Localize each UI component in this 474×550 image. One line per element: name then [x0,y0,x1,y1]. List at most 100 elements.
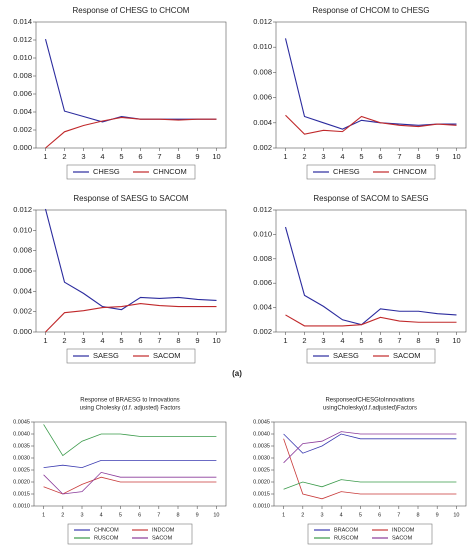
legend-label: CHESG [333,167,360,176]
x-tick-label: 6 [138,336,142,345]
series-line [283,433,457,454]
series-line [283,438,457,500]
x-tick-label: 3 [321,152,325,161]
x-tick-label: 2 [302,152,306,161]
legend-label: RUSCOM [94,535,119,541]
series-line [43,476,217,495]
legend-label: INDCOM [152,527,175,533]
x-tick-label: 7 [157,512,160,518]
plot-frame [275,21,467,149]
caption: (a) [232,369,242,378]
legend-label: SACOM [153,351,181,360]
legend-label: CHESG [93,167,120,176]
legend-label: SACOM [392,535,413,541]
x-tick-label: 7 [397,512,400,518]
y-tick-label: 0.002 [13,307,32,316]
plot-frame [35,21,227,149]
x-tick-label: 5 [119,512,122,518]
x-tick-label: 1 [283,336,287,345]
chart-title: ResponseofCHESGtoInnovations [325,398,414,404]
x-tick-label: 6 [378,152,382,161]
y-tick-label: 0.0035 [253,443,270,449]
y-tick-label: 0.006 [13,89,32,98]
plot-frame [33,421,227,507]
y-tick-label: 0.0030 [13,455,30,461]
x-tick-label: 3 [81,336,85,345]
x-tick-label: 3 [320,512,323,518]
series-line [44,208,217,311]
x-tick-label: 3 [80,512,83,518]
x-tick-label: 2 [62,336,66,345]
series-line [43,424,217,457]
x-tick-label: 9 [196,512,199,518]
y-tick-label: 0.008 [13,246,32,255]
y-tick-label: 0.010 [253,42,272,51]
y-tick-label: 0.002 [253,143,272,152]
series-line [284,226,457,326]
legend-label: RUSCOM [334,535,359,541]
y-tick-label: 0.010 [13,53,32,62]
x-tick-label: 9 [435,336,439,345]
x-tick-label: 9 [436,512,439,518]
y-tick-label: 0.0030 [253,455,270,461]
legend-box [306,348,436,364]
chart: Response of BRAESG to Innovations using C… [13,398,227,545]
x-tick-label: 7 [397,152,401,161]
y-tick-label: 0.0025 [13,467,30,473]
series-line [285,114,457,135]
y-tick-label: 0.004 [13,286,32,295]
x-tick-label: 8 [416,512,419,518]
chart-title: Response of SAESG to SACOM [73,194,188,203]
x-tick-label: 6 [138,512,141,518]
y-tick-label: 0.0045 [253,419,270,425]
y-tick-label: 0.0015 [13,491,30,497]
chart: ResponseofCHESGtoInnovations usingCholesk… [253,398,467,545]
legend-box [66,164,196,180]
legend-box [307,523,433,545]
chart-title: Response of SACOM to SAESG [313,194,428,203]
x-tick-label: 8 [416,336,420,345]
x-tick-label: 2 [302,336,306,345]
y-tick-label: 0.006 [253,93,272,102]
series-line [43,460,217,469]
y-tick-label: 0.002 [253,327,272,336]
plot-frame [35,209,227,333]
x-tick-label: 7 [157,336,161,345]
x-tick-label: 1 [282,512,285,518]
y-tick-label: 0.004 [253,303,272,312]
y-tick-label: 0.008 [253,67,272,76]
y-tick-label: 0.000 [13,143,32,152]
x-tick-label: 6 [138,152,142,161]
y-tick-label: 0.0020 [13,479,30,485]
series-line [45,116,217,149]
y-tick-label: 0.0035 [13,443,30,449]
y-tick-label: 0.0045 [13,419,30,425]
legend-label: SAESG [93,351,119,360]
x-tick-label: 10 [452,336,460,345]
x-tick-label: 9 [195,152,199,161]
x-tick-label: 1 [283,152,287,161]
chart-subtitle: using Cholesky (d.f. adjusted) Factors [80,406,181,412]
y-tick-label: 0.010 [253,229,272,238]
x-tick-label: 5 [119,336,123,345]
legend-box [306,164,436,180]
y-tick-label: 0.006 [13,266,32,275]
chart: Response of CHESG to CHCOM 0.000 0.002 0.00… [13,6,227,180]
y-tick-label: 0.004 [13,107,32,116]
y-tick-label: 0.0040 [253,431,270,437]
x-tick-label: 7 [157,152,161,161]
y-tick-label: 0.014 [13,17,32,26]
x-tick-label: 4 [100,512,103,518]
x-tick-label: 4 [100,152,104,161]
x-tick-label: 8 [416,152,420,161]
legend-label: SAESG [333,351,359,360]
plot-frame [275,209,467,333]
legend-box [67,523,193,545]
x-tick-label: 9 [435,152,439,161]
legend-label: CHNCOM [393,167,427,176]
y-tick-label: 0.0010 [253,503,270,509]
x-tick-label: 5 [359,512,362,518]
x-tick-label: 1 [43,336,47,345]
x-tick-label: 8 [176,512,179,518]
